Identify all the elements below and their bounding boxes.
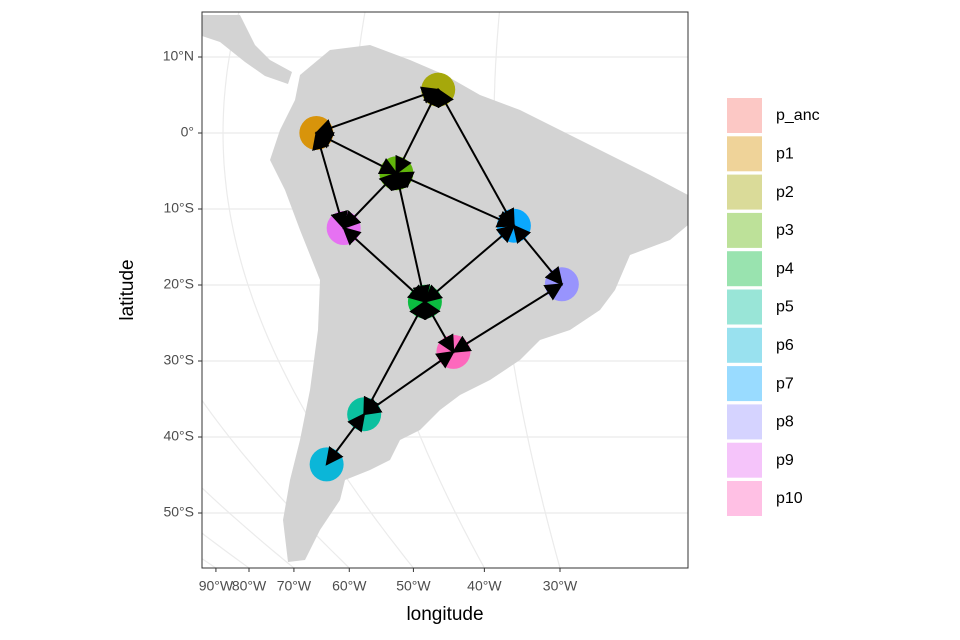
legend-label: p10 (776, 490, 803, 507)
legend-label: p7 (776, 375, 794, 392)
y-tick-label: 10°S (163, 200, 194, 216)
legend-key (727, 251, 762, 287)
edge-arrow (512, 224, 563, 286)
legend-key (727, 98, 762, 133)
legend-label: p3 (776, 222, 794, 239)
legend-key (727, 136, 762, 172)
grid-line (222, 12, 415, 568)
legend-label: p8 (776, 414, 794, 431)
y-axis-title: latitude (117, 259, 138, 320)
edge-arrow (312, 131, 348, 230)
x-tick-label: 40°W (467, 578, 502, 594)
y-tick-label: 50°S (163, 504, 194, 520)
legend-label: p1 (776, 146, 794, 163)
edge-arrow (342, 226, 427, 303)
x-tick-label: 90°W (199, 578, 234, 594)
legend-key (727, 327, 762, 363)
x-tick-label: 60°W (332, 578, 367, 594)
x-tick-label: 50°W (396, 578, 431, 594)
legend-label: p6 (776, 337, 794, 354)
edge-arrow (451, 283, 564, 353)
legend-key (727, 481, 762, 516)
legend-key (727, 212, 762, 248)
y-tick-label: 0° (181, 124, 194, 140)
x-tick-label: 80°W (232, 578, 267, 594)
legend-key (727, 289, 762, 325)
panel-border (201, 11, 689, 569)
legend-key (727, 366, 762, 402)
edges (312, 86, 564, 466)
legend-label: p4 (776, 260, 794, 277)
x-tick-label: 30°W (543, 578, 578, 594)
edge-arrow (362, 350, 455, 416)
edge-arrow (325, 412, 366, 466)
x-axis-title: longitude (406, 604, 483, 625)
legend-label: p5 (776, 299, 794, 316)
edge-arrow (423, 224, 516, 303)
edge-arrow (424, 300, 455, 354)
grid-line (202, 399, 351, 568)
edge-arrow (395, 88, 440, 175)
legend-label: p2 (776, 184, 794, 201)
legend-key (727, 404, 762, 440)
legend-key (727, 174, 762, 210)
legend: p_anc p1 p2 p3 p4 p5 p6 p7 p8 p9 p10 (727, 98, 820, 516)
legend-label: p9 (776, 452, 794, 469)
edge-arrow (342, 171, 398, 230)
legend-label: p_anc (776, 107, 820, 124)
y-tick-label: 20°S (163, 276, 194, 292)
y-tick-label: 10°N (163, 48, 194, 64)
y-tick-label: 40°S (163, 428, 194, 444)
y-tick-label: 30°S (163, 352, 194, 368)
central-america (202, 15, 292, 84)
x-tick-label: 70°W (277, 578, 312, 594)
legend-key (727, 442, 762, 478)
axes: 10°N 0° 10°S 20°S 30°S 40°S 50°S 90°W80°W 70°W 60… (163, 48, 578, 594)
